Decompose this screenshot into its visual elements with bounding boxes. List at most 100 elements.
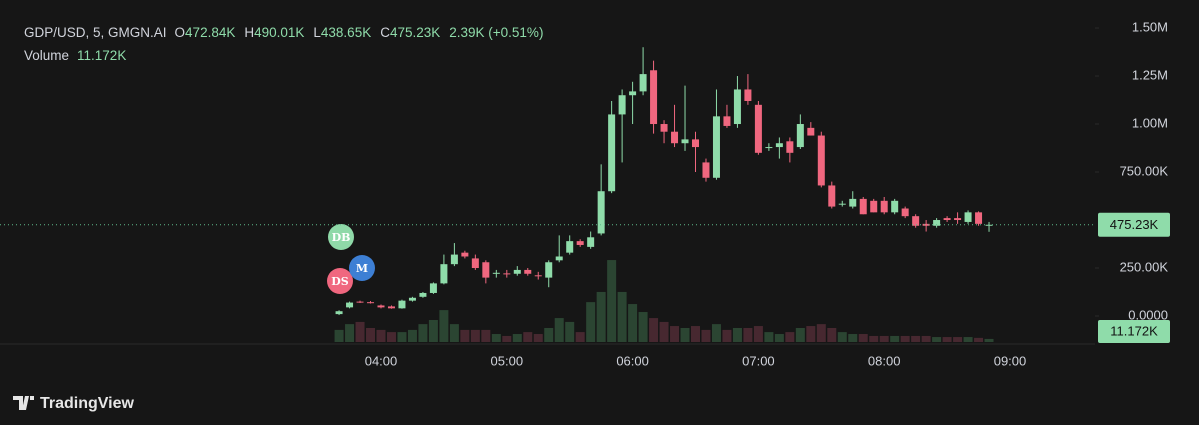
y-tick-label: 0.0000 xyxy=(1128,307,1168,322)
candle-body xyxy=(702,162,710,178)
volume-bar xyxy=(334,329,344,342)
volume-bar xyxy=(491,334,501,342)
candle-body xyxy=(954,218,962,221)
candle-body xyxy=(440,264,448,284)
volume-bar xyxy=(670,326,680,342)
ohlc-key: H xyxy=(244,25,254,40)
brand[interactable]: TradingView xyxy=(13,395,135,412)
candle-body xyxy=(975,212,983,224)
candle-body xyxy=(880,200,888,213)
x-tick-label: 08:00 xyxy=(868,353,901,368)
volume-bar xyxy=(680,327,690,342)
candle-body xyxy=(723,116,731,126)
volume-bar xyxy=(586,302,596,342)
candle-body xyxy=(733,89,741,125)
candle-body xyxy=(754,104,762,153)
ohlc-value: 490.01K xyxy=(254,25,304,40)
candle-body xyxy=(356,301,364,303)
change: 2.39K (+0.51%) xyxy=(449,25,543,40)
volume-bar xyxy=(596,291,606,342)
x-tick-label: 04:00 xyxy=(365,353,398,368)
marker-label: DB xyxy=(332,231,351,244)
candle-body xyxy=(671,131,679,144)
candle-body xyxy=(629,91,637,96)
volume-bar xyxy=(617,291,627,342)
candle-body xyxy=(513,269,521,274)
marker-m xyxy=(349,255,375,281)
volume-bar xyxy=(544,327,554,342)
candle-body xyxy=(660,124,668,132)
volume-bar xyxy=(460,329,470,342)
candle-body xyxy=(555,256,563,261)
volume-bar xyxy=(575,332,585,342)
candle-body xyxy=(461,252,469,257)
volume-bar xyxy=(407,329,417,342)
volume-title: Volume xyxy=(24,48,69,63)
candle-body xyxy=(765,147,773,149)
candle-body xyxy=(346,302,354,308)
volume-bar xyxy=(869,335,879,342)
candle-body xyxy=(912,216,920,226)
candle-body xyxy=(712,116,720,178)
y-tick-label: 750.00K xyxy=(1120,163,1169,178)
volume-layer xyxy=(334,260,994,342)
candle-body xyxy=(408,297,416,301)
volume-bar xyxy=(533,334,543,342)
volume-bar xyxy=(722,329,732,342)
volume-bar xyxy=(900,335,910,342)
volume-bar xyxy=(470,329,480,342)
trade-markers: DB DS M xyxy=(327,224,375,294)
price-layer xyxy=(335,47,993,316)
y-tick-label: 250.00K xyxy=(1120,259,1169,274)
volume-bar xyxy=(523,332,533,342)
candle-body xyxy=(566,241,574,253)
volume-bar xyxy=(806,326,816,342)
volume-bar xyxy=(785,332,795,342)
candle-body xyxy=(828,185,836,207)
ohlc-value: 472.84K xyxy=(185,25,235,40)
marker-db xyxy=(328,224,354,250)
volume-tag-label: 11.172K xyxy=(1110,323,1158,338)
volume-bar xyxy=(827,327,837,342)
volume-bar xyxy=(386,332,396,342)
candle-body xyxy=(482,262,490,278)
candle-body xyxy=(367,302,375,304)
candle-body xyxy=(618,95,626,115)
volume-bar xyxy=(753,326,763,342)
candle-body xyxy=(933,220,941,226)
volume-bar xyxy=(932,337,942,342)
candle-body xyxy=(859,198,867,215)
symbol: GDP/USD, 5, GMGN.AI xyxy=(24,25,167,40)
candle-body xyxy=(377,305,385,308)
volume-bar xyxy=(659,321,669,342)
brand-name: TradingView xyxy=(40,395,135,412)
volume-bar xyxy=(701,329,711,342)
candle-body xyxy=(545,262,553,278)
candle-body xyxy=(492,272,500,274)
volume-bar xyxy=(428,320,438,342)
volume-bar xyxy=(345,324,355,342)
candle-body xyxy=(524,269,532,274)
volume-value: 11.172K xyxy=(77,48,126,63)
volume-bar xyxy=(911,335,921,342)
volume-bar xyxy=(974,337,984,342)
volume-bar xyxy=(628,304,638,342)
volume-tag xyxy=(1098,320,1170,343)
volume-bar xyxy=(848,334,858,342)
volume-bar xyxy=(481,329,491,342)
volume-bar xyxy=(732,327,742,342)
candle-body xyxy=(597,191,605,234)
volume-bar xyxy=(418,324,428,342)
volume-bar xyxy=(397,332,407,342)
candle-body xyxy=(587,237,595,247)
volume-bar xyxy=(879,335,889,342)
candle-body xyxy=(807,127,815,136)
x-tick-label: 05:00 xyxy=(491,353,524,368)
candle-body xyxy=(817,135,825,186)
volume-bar xyxy=(953,337,963,342)
volume-bar xyxy=(565,321,575,342)
candle-body xyxy=(796,124,804,148)
x-tick-label: 09:00 xyxy=(994,353,1027,368)
volume-bar xyxy=(649,318,659,342)
volume-bar xyxy=(502,335,512,342)
